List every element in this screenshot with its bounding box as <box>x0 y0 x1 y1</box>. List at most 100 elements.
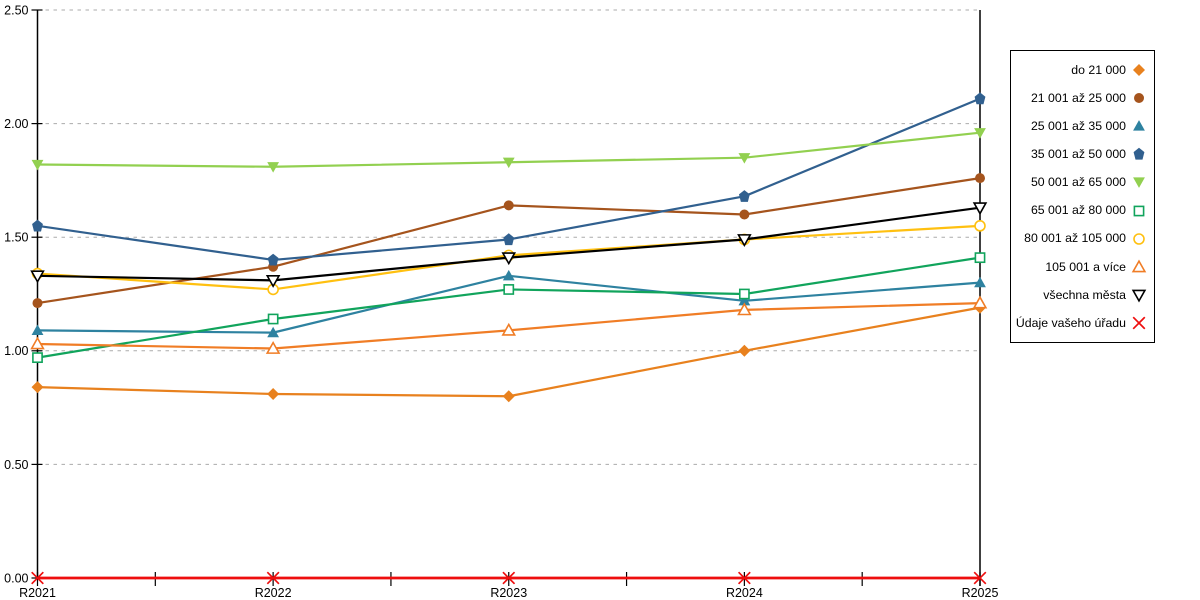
legend-label: 25 001 až 35 000 <box>1030 119 1126 134</box>
x-marker <box>973 571 987 585</box>
legend-item: 35 001 až 50 000 <box>1015 146 1147 162</box>
legend-item: 25 001 až 35 000 <box>1015 118 1147 134</box>
triangle-down-icon-shape <box>1131 289 1147 303</box>
legend-label: 21 001 až 25 000 <box>1030 90 1126 105</box>
square-marker <box>267 313 279 325</box>
triangle-down-marker <box>737 234 752 248</box>
x-marker <box>502 571 516 585</box>
legend-label: do 21 000 <box>1071 62 1126 77</box>
axes: 0.00 0.50 1.00 1.50 2.00 2.50 R2021 R2022 R2023 R… <box>4 3 998 600</box>
legend-label: 35 001 až 50 000 <box>1030 147 1126 162</box>
circle-icon-shape <box>1134 93 1144 104</box>
pentagon-marker <box>267 253 279 266</box>
x-marker <box>31 571 44 585</box>
y-tick-label: 0.00 <box>4 571 28 585</box>
legend-item: všechna města <box>1015 287 1147 303</box>
series-105-001-a-v-ce <box>30 295 988 354</box>
triangle-down-icon-shape <box>1133 177 1145 189</box>
triangle-down-marker <box>501 252 517 266</box>
x-icon-shape <box>1132 316 1146 330</box>
y-tick-label: 1.50 <box>4 231 28 245</box>
square-icon <box>1133 205 1145 216</box>
triangle-up-marker <box>267 326 280 338</box>
pentagon-marker <box>32 219 43 232</box>
square-marker <box>503 284 515 295</box>
triangle-down-marker <box>974 128 986 139</box>
x-tick-label: R2023 <box>490 586 527 600</box>
triangle-down-marker <box>502 157 515 169</box>
circle-icon <box>1134 93 1144 104</box>
square-marker <box>738 288 750 300</box>
circle-marker <box>739 209 750 220</box>
legend-item: 50 001 až 65 000 <box>1015 174 1147 190</box>
triangle-up-marker <box>31 324 44 335</box>
x-tick-label: R2025 <box>962 586 999 600</box>
legend-label: 65 001 až 80 000 <box>1030 203 1126 218</box>
pentagon-marker <box>503 233 515 246</box>
legend-label: 105 001 a více <box>1045 259 1126 274</box>
triangle-up-icon-shape <box>1131 259 1147 273</box>
legend-item: do 21 000 <box>1015 62 1147 78</box>
triangle-up-marker <box>737 302 752 316</box>
legend-label: 80 001 až 105 000 <box>1024 231 1126 246</box>
triangle-up-icon <box>1133 120 1145 131</box>
series-35-001-a-50-000 <box>32 92 986 266</box>
triangle-up-marker <box>30 336 45 350</box>
diamond-marker <box>267 387 280 400</box>
triangle-down-marker <box>267 162 280 173</box>
triangle-up-marker <box>972 295 988 309</box>
y-tick-label: 1.00 <box>4 344 28 358</box>
series-line <box>37 306 981 398</box>
circle-icon-shape <box>1133 232 1145 245</box>
triangle-up-marker <box>974 276 986 288</box>
series-do-21-000 <box>31 301 986 403</box>
triangle-up-marker <box>738 294 751 306</box>
y-tick-label: 0.50 <box>4 458 28 472</box>
square-marker <box>974 252 986 264</box>
triangle-down-icon <box>1133 177 1145 189</box>
y-tick-label: 2.00 <box>4 117 28 131</box>
diamond-marker <box>31 381 44 394</box>
legend-label: 50 001 až 65 000 <box>1030 175 1126 190</box>
circle-marker <box>503 200 514 211</box>
x-icon <box>1132 316 1146 330</box>
legend-item: 21 001 až 25 000 <box>1015 90 1147 106</box>
y-tick-label: 2.50 <box>4 3 28 17</box>
x-tick-label: R2024 <box>726 586 763 600</box>
x-marker <box>737 571 751 585</box>
triangle-down-marker <box>30 270 45 284</box>
legend-label: všechna města <box>1043 287 1126 302</box>
pentagon-icon <box>1133 148 1145 160</box>
triangle-down-marker <box>972 202 988 216</box>
circle-marker <box>32 298 43 309</box>
triangle-down-marker <box>265 274 281 288</box>
diamond-marker <box>738 344 751 357</box>
pentagon-marker <box>974 92 986 105</box>
pentagon-marker <box>738 190 750 202</box>
series-65-001-a-80-000 <box>32 252 986 364</box>
triangle-up-icon <box>1131 259 1147 273</box>
diamond-marker <box>502 390 515 403</box>
legend-label: Údaje vašeho úřadu <box>1015 315 1126 330</box>
triangle-down-marker <box>31 159 44 171</box>
circle-marker <box>975 173 985 184</box>
circle-icon <box>1133 232 1145 245</box>
triangle-up-icon-shape <box>1133 120 1145 131</box>
x-tick-label: R2022 <box>255 586 292 600</box>
x-marker <box>266 571 280 585</box>
series-daje-va-eho-adu <box>31 571 987 585</box>
square-icon-shape <box>1133 205 1145 216</box>
legend-item: 80 001 až 105 000 <box>1015 231 1147 247</box>
triangle-down-marker <box>738 153 751 164</box>
chart-legend: do 21 000 21 001 až 25 000 25 001 až 35 00… <box>1010 50 1155 343</box>
x-tick-label: R2021 <box>19 586 56 600</box>
triangle-up-marker <box>502 269 515 281</box>
triangle-up-marker <box>501 322 517 336</box>
series-50-001-a-65-000 <box>31 128 986 173</box>
square-marker <box>32 352 43 364</box>
diamond-icon <box>1133 64 1145 77</box>
diamond-icon-shape <box>1133 64 1145 77</box>
circle-marker <box>974 220 986 232</box>
